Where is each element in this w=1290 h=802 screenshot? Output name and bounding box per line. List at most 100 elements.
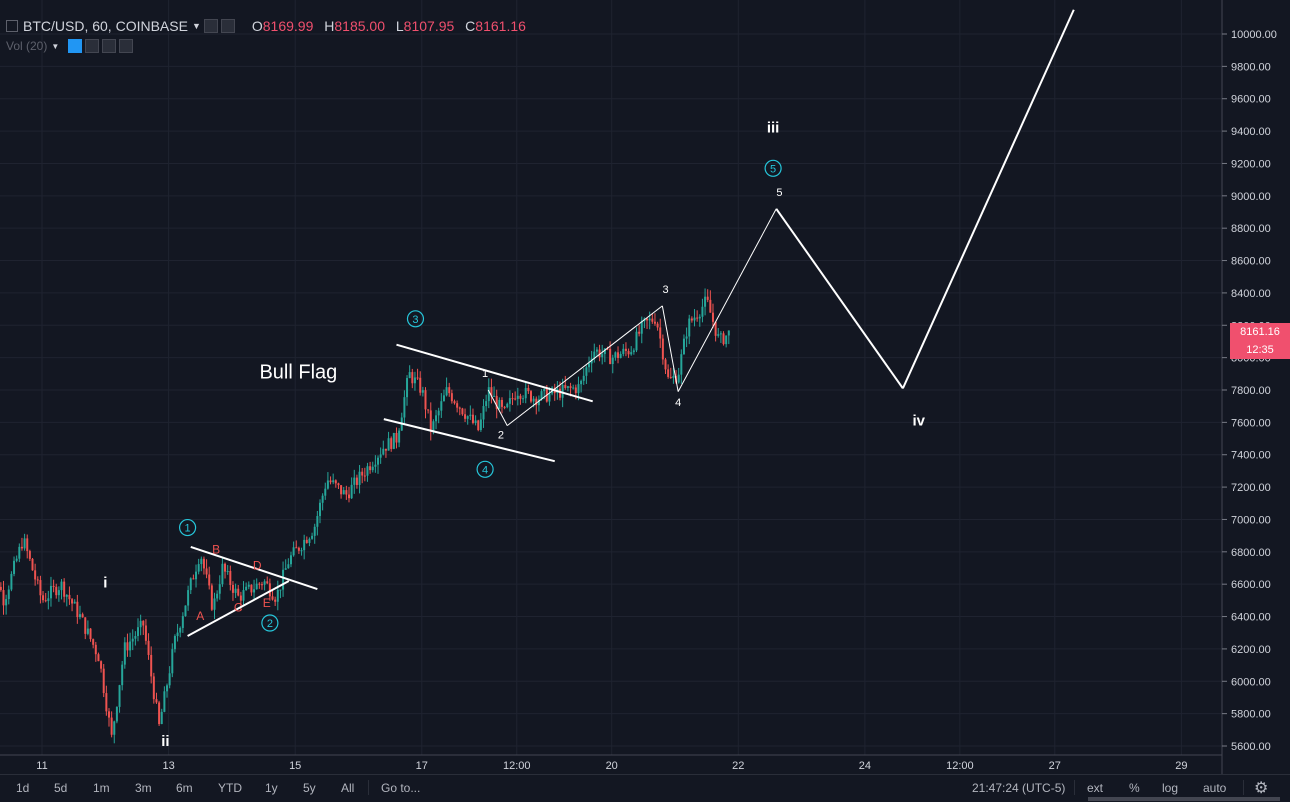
candle-down	[395, 432, 398, 443]
close-icon[interactable]	[119, 39, 134, 53]
candle-up	[181, 616, 184, 628]
candle-down	[458, 407, 461, 409]
candle-up	[179, 627, 182, 633]
volume-indicator[interactable]: Vol (20) ▼	[6, 39, 134, 53]
trendline	[383, 418, 555, 463]
timeframe-1d[interactable]: 1d	[16, 781, 30, 795]
timeframe-1m[interactable]: 1m	[93, 781, 110, 795]
candle-down	[89, 628, 92, 640]
candle-up	[289, 555, 292, 565]
candle-up	[184, 605, 187, 617]
timeframe-3m[interactable]: 3m	[135, 781, 152, 795]
wave-circle-mark	[764, 159, 782, 177]
wave-segment	[487, 389, 508, 426]
candle-down	[271, 596, 274, 600]
candle-down	[158, 702, 161, 725]
open-value: 8169.99	[262, 18, 314, 34]
candle-up	[493, 395, 496, 397]
auto-toggle[interactable]: auto	[1203, 781, 1227, 795]
trendline	[187, 580, 290, 637]
chevron-down-icon[interactable]: ▼	[51, 41, 60, 51]
candle-up	[506, 403, 509, 408]
candle-up	[413, 377, 416, 384]
eye-icon[interactable]	[203, 19, 218, 33]
candle-up	[353, 477, 356, 485]
eye-icon[interactable]	[68, 39, 83, 53]
candle-down	[126, 642, 129, 651]
candle-up	[282, 569, 285, 590]
chevron-down-icon[interactable]: ▼	[191, 21, 201, 31]
candle-up	[173, 636, 176, 650]
candle-down	[448, 387, 451, 394]
candle-up	[139, 620, 142, 628]
candle-down	[427, 409, 430, 411]
price-tick-label: 9600.00	[1231, 94, 1271, 106]
candle-up	[65, 594, 68, 597]
candle-up	[474, 420, 477, 424]
candle-up	[632, 350, 635, 353]
timeframe-1y[interactable]: 1y	[265, 781, 278, 795]
candle-up	[129, 641, 132, 651]
gear-icon[interactable]	[85, 39, 100, 53]
bottom-toolbar: 1d 5d 1m 3m 6m YTD 1y 5y All Go to... 21…	[0, 774, 1290, 802]
wave-number-label: 4	[675, 397, 681, 409]
goto-button[interactable]: Go to...	[381, 781, 421, 795]
candle-up	[57, 590, 60, 596]
candle-down	[627, 350, 630, 355]
log-toggle[interactable]: log	[1162, 781, 1179, 795]
timeframe-ytd[interactable]: YTD	[218, 781, 242, 795]
candle-up	[398, 430, 401, 443]
candle-down	[231, 584, 234, 593]
candle-down	[569, 386, 572, 389]
candle-up	[377, 457, 380, 465]
candle-down	[361, 471, 364, 476]
candle-up	[725, 335, 728, 345]
timeframe-5y[interactable]: 5y	[303, 781, 316, 795]
timeframe-6m[interactable]: 6m	[176, 781, 193, 795]
timeframe-5d[interactable]: 5d	[54, 781, 68, 795]
wave-number-label: 3	[662, 284, 668, 296]
time-axis[interactable]: 11 13 15 17 12:00 20 22 24 12:00 27 29	[36, 760, 1187, 772]
candle-up	[321, 495, 324, 503]
candle-up	[374, 464, 377, 467]
trendlines	[187, 9, 1075, 637]
candle-down	[690, 318, 693, 321]
candle-up	[245, 586, 248, 591]
chart-header: BTC/USD, 60, COINBASE ▼ O8169.99 H8185.0…	[6, 17, 526, 35]
candle-up	[166, 685, 169, 692]
price-tick-label: 8400.00	[1231, 288, 1271, 300]
candle-down	[2, 590, 5, 606]
time-tick-label: 13	[162, 760, 174, 772]
candle-up	[121, 664, 124, 686]
candle-down	[39, 580, 42, 596]
gear-icon[interactable]: ⚙	[1254, 780, 1269, 797]
price-axis[interactable]: 5600.00 5800.00 6000.00 6200.00 6400.00 6600.…	[1222, 29, 1277, 753]
candle-down	[237, 588, 240, 596]
time-tick-label: 22	[732, 760, 744, 772]
symbol-title[interactable]: BTC/USD, 60, COINBASE	[23, 18, 188, 34]
clock[interactable]: 21:47:24 (UTC-5)	[972, 781, 1066, 795]
wave-roman-label: ii	[161, 733, 169, 750]
candle-up	[171, 649, 174, 674]
candle-up	[437, 410, 440, 416]
candle-down	[464, 414, 467, 419]
candle-down	[559, 388, 562, 398]
timeframe-all[interactable]: All	[341, 781, 355, 795]
candle-down	[155, 699, 158, 703]
candle-up	[113, 721, 116, 735]
candle-down	[52, 585, 55, 587]
high-key: H	[324, 18, 335, 34]
candle-down	[295, 547, 298, 549]
plus-icon[interactable]	[102, 39, 117, 53]
candle-down	[348, 494, 351, 499]
gear-icon[interactable]	[220, 19, 235, 33]
collapse-icon[interactable]	[6, 20, 18, 32]
candle-down	[63, 581, 66, 597]
price-tick-label: 7600.00	[1231, 417, 1271, 429]
ext-toggle[interactable]: ext	[1087, 781, 1104, 795]
candle-down	[68, 594, 71, 600]
percent-toggle[interactable]: %	[1129, 781, 1140, 795]
candle-down	[500, 399, 503, 407]
